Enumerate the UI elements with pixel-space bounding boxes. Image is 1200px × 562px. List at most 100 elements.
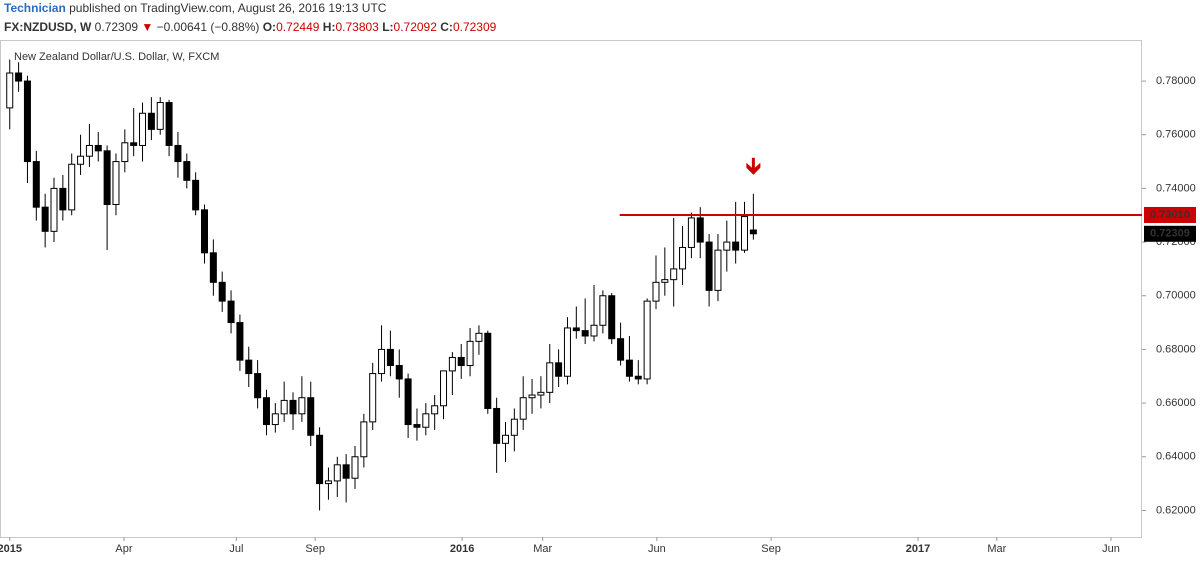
candle-body xyxy=(431,405,439,415)
x-tick-label: Jun xyxy=(648,543,666,555)
candle-body xyxy=(484,332,492,409)
candle-body xyxy=(218,281,226,302)
candle-body xyxy=(386,348,394,367)
x-tick-label: 2015 xyxy=(0,543,22,555)
candle-body xyxy=(723,241,731,251)
candle-body xyxy=(15,72,23,82)
candle-body xyxy=(280,399,288,415)
h-value: 0.73803 xyxy=(335,20,379,34)
candle-body xyxy=(112,161,120,206)
candle-body xyxy=(457,356,465,367)
candle-body xyxy=(661,279,669,283)
candle-body xyxy=(422,413,430,428)
candle-body xyxy=(174,144,182,163)
candle-body xyxy=(617,338,625,361)
candle-body xyxy=(599,295,607,326)
o-value: 0.72449 xyxy=(276,20,320,34)
candle-body xyxy=(590,324,598,337)
candle-body xyxy=(555,362,563,377)
candle-body xyxy=(714,249,722,291)
level-badge xyxy=(1144,206,1196,223)
candle-body xyxy=(404,378,412,426)
candle-body xyxy=(351,456,359,479)
last-price-badge xyxy=(1144,225,1196,242)
candle-body xyxy=(741,216,749,251)
candle-body xyxy=(687,217,695,248)
y-tick-label: 0.76000 xyxy=(1156,129,1196,141)
symbol: FX:NZDUSD, W xyxy=(4,20,92,34)
candle-body xyxy=(200,209,208,254)
change: ▼ xyxy=(141,20,156,34)
x-tick-label: Mar xyxy=(533,543,552,555)
change-value: −0.00641 (−0.88%) xyxy=(157,20,260,34)
candle-body xyxy=(413,424,421,428)
candle-body xyxy=(130,142,138,146)
c-label: C: xyxy=(440,20,453,34)
quote-line: FX:NZDUSD, W 0.72309 ▼ −0.00641 (−0.88%)… xyxy=(4,20,497,34)
candle-body xyxy=(307,397,315,436)
candle-body xyxy=(360,421,368,458)
price: 0.72309 xyxy=(95,20,139,34)
candle-body xyxy=(6,72,14,109)
x-tick-label: Sep xyxy=(305,543,325,555)
y-tick-label: 0.62000 xyxy=(1156,504,1196,516)
plot-frame xyxy=(0,40,1142,538)
publish-info: published on TradingView.com, August 26,… xyxy=(66,1,387,15)
candle-body xyxy=(369,373,377,423)
candle-body xyxy=(749,229,757,235)
candle-body xyxy=(510,418,518,436)
y-tick-label: 0.74000 xyxy=(1156,182,1196,194)
x-tick-label: Jul xyxy=(229,543,243,555)
author[interactable]: Technician xyxy=(4,1,66,15)
candle-body xyxy=(537,391,545,396)
y-tick-label: 0.68000 xyxy=(1156,343,1196,355)
candle-body xyxy=(705,241,713,291)
candle-body xyxy=(634,375,642,380)
candle-body xyxy=(32,161,40,208)
candle-body xyxy=(165,102,173,146)
candle-body xyxy=(333,464,341,482)
candle-body xyxy=(192,179,200,211)
candle-body xyxy=(448,356,456,372)
candle-body xyxy=(41,206,49,232)
candle-body xyxy=(732,241,740,251)
candle-body xyxy=(643,300,651,380)
candle-body xyxy=(670,268,678,281)
h-label: H: xyxy=(323,20,336,34)
y-tick-label: 0.64000 xyxy=(1156,451,1196,463)
x-tick-label: Jun xyxy=(1102,543,1120,555)
y-tick-label: 0.70000 xyxy=(1156,290,1196,302)
candle-body xyxy=(298,397,306,415)
candle-body xyxy=(528,394,536,399)
candle-body xyxy=(183,161,191,181)
level-label: 0.73010 xyxy=(1150,209,1190,221)
candle-body xyxy=(608,295,616,340)
candle-body xyxy=(679,246,687,270)
candle-body xyxy=(50,187,58,232)
candle-body xyxy=(262,397,270,426)
candle-body xyxy=(94,144,102,152)
candle-body xyxy=(227,300,235,324)
candle-body xyxy=(23,80,31,163)
publish-line: Technician published on TradingView.com,… xyxy=(4,1,387,15)
x-tick-label: Sep xyxy=(761,543,781,555)
candle-body xyxy=(59,187,67,211)
o-label: O: xyxy=(263,20,276,34)
candle-body xyxy=(466,340,474,367)
candle-body xyxy=(475,332,483,342)
x-tick-label: 2016 xyxy=(450,543,474,555)
candle-body xyxy=(77,155,85,165)
candle-body xyxy=(289,399,297,415)
candle-body xyxy=(395,365,403,380)
candle-body xyxy=(501,434,509,444)
y-tick-label: 0.78000 xyxy=(1156,75,1196,87)
down-arrow xyxy=(746,157,761,175)
candle-body xyxy=(625,359,633,377)
candle-body xyxy=(493,407,501,444)
candle-body xyxy=(519,397,527,420)
candle-body xyxy=(696,217,704,243)
candle-body xyxy=(316,434,324,485)
candle-body xyxy=(68,163,76,211)
chart-title: New Zealand Dollar/U.S. Dollar, W, FXCM xyxy=(14,51,219,63)
